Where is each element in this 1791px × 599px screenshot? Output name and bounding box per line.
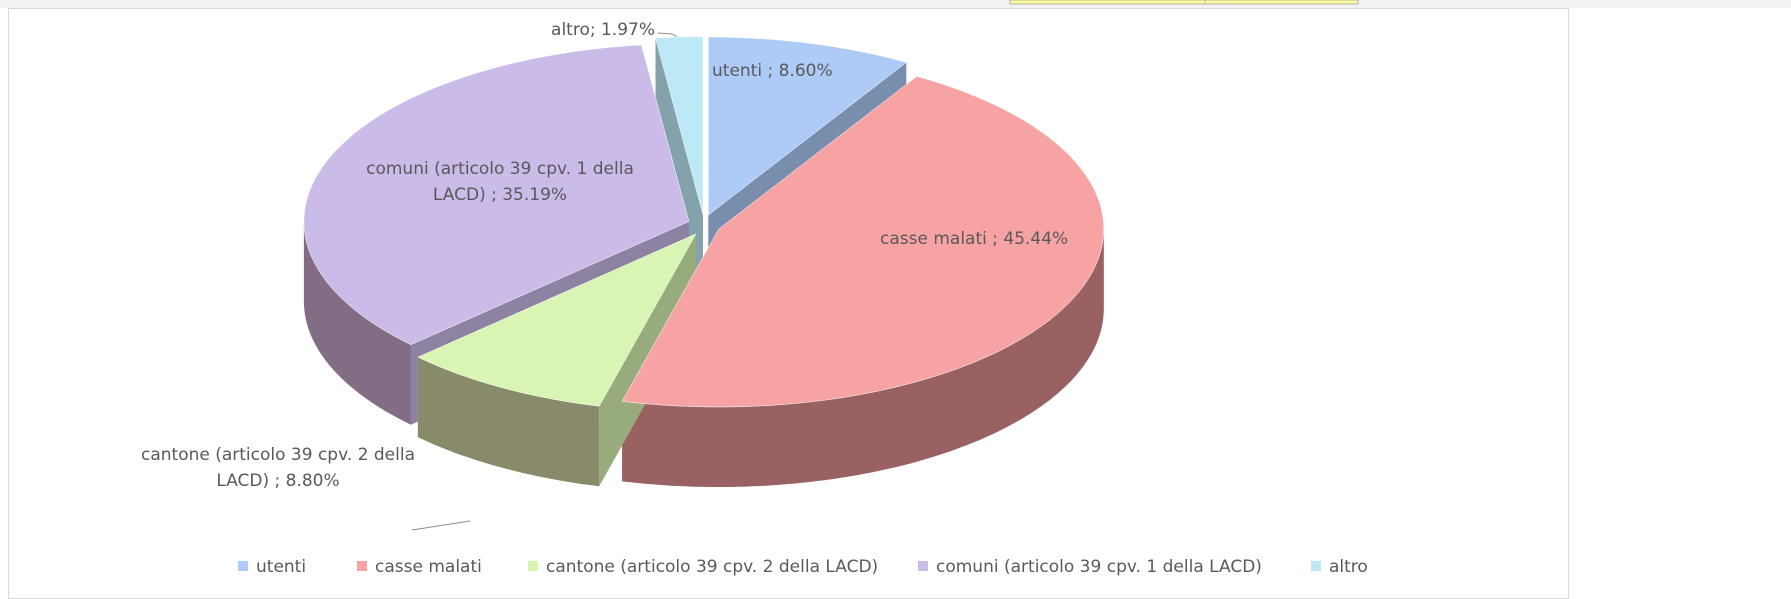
data-label: cantone (articolo 39 cpv. 2 della LACD) … bbox=[140, 445, 415, 491]
pie-slice bbox=[303, 44, 690, 345]
legend-swatch bbox=[918, 561, 928, 571]
sheet-cell bbox=[1009, 0, 1206, 5]
legend-swatch bbox=[1311, 561, 1321, 571]
legend-swatch bbox=[528, 561, 538, 571]
sheet-row bbox=[0, 0, 1791, 8]
legend-swatch bbox=[357, 561, 367, 571]
data-label: casse malati ; 45.44% bbox=[880, 229, 1069, 249]
slice-side-shade bbox=[655, 38, 703, 295]
pie-slice bbox=[621, 76, 1105, 408]
leader-line bbox=[411, 520, 471, 531]
slice-side bbox=[655, 38, 703, 295]
legend-label: comuni (articolo 39 cpv. 1 della LACD) bbox=[936, 557, 1262, 577]
data-label: utenti ; 8.60% bbox=[712, 61, 833, 81]
slice-wall-shade bbox=[417, 357, 600, 487]
slice-wall-shade bbox=[622, 229, 1104, 487]
data-label: comuni (articolo 39 cpv. 1 della LACD) ;… bbox=[366, 159, 634, 205]
sheet-cell bbox=[1204, 0, 1359, 5]
legend-label: cantone (articolo 39 cpv. 2 della LACD) bbox=[546, 557, 878, 577]
legend-swatch bbox=[238, 561, 248, 571]
slice-wall-shade bbox=[303, 221, 411, 425]
legend-label: casse malati bbox=[375, 557, 482, 577]
pie-slice bbox=[417, 233, 697, 407]
pie-slice bbox=[655, 36, 704, 215]
legend-label: utenti bbox=[256, 557, 306, 577]
data-label: altro; 1.97% bbox=[551, 20, 655, 40]
pie-slice bbox=[708, 36, 907, 216]
legend-label: altro bbox=[1329, 557, 1368, 577]
